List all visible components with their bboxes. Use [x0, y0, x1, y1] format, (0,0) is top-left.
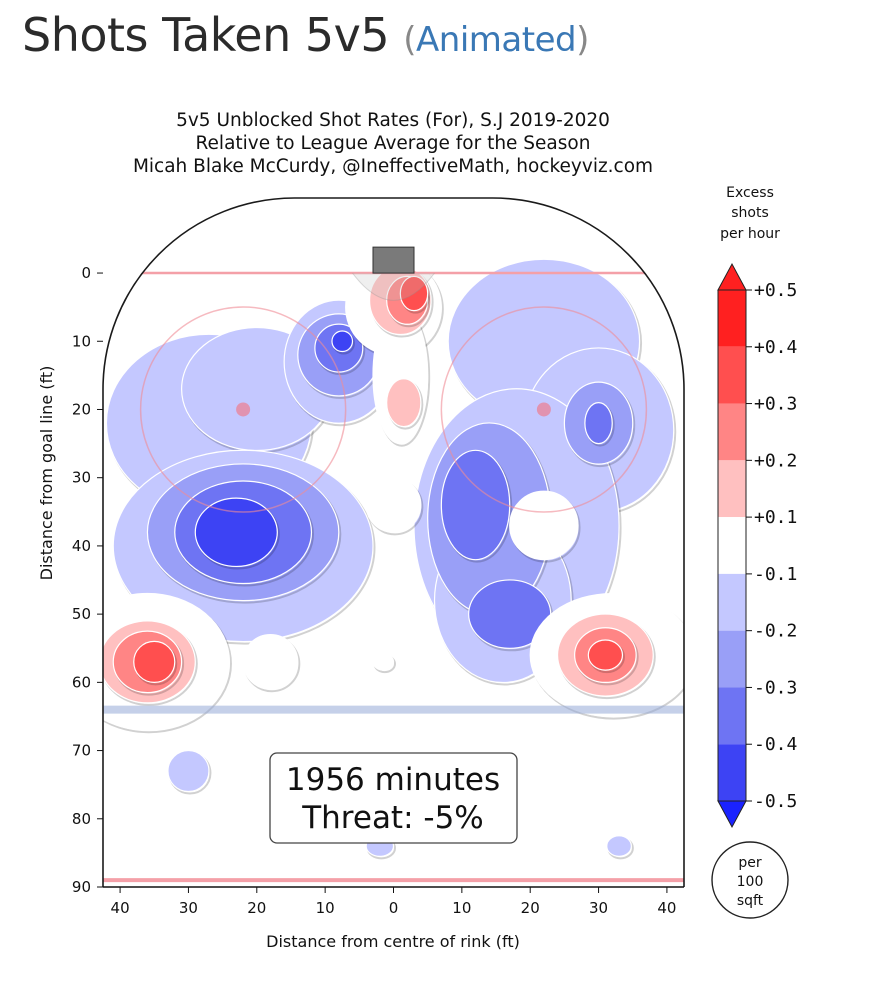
colorbar-tick-label-6: -0.2: [754, 621, 797, 642]
y-tick-label-1: 10: [72, 332, 91, 350]
y-tick-label-6: 60: [72, 673, 91, 691]
x-tick-label-7: 30: [589, 899, 608, 917]
contour-30: [242, 633, 299, 690]
colorbar-label-line-3: per hour: [720, 226, 780, 242]
x-axis-label: Distance from centre of rink (ft): [266, 932, 520, 951]
scale-note-circle: [711, 841, 789, 919]
contour-31: [372, 653, 395, 671]
contour-39: [587, 639, 624, 671]
scale-note-line-2: 100: [737, 874, 764, 890]
page-heading: Shots Taken 5v5: [22, 8, 390, 62]
colorbar-tick-label-9: -0.5: [754, 791, 797, 812]
y-tick-label-5: 50: [72, 605, 91, 623]
goal-crease: [352, 272, 435, 301]
colorbar-tick-label-2: +0.3: [754, 394, 797, 415]
contour-27: [399, 275, 429, 312]
colorbar-segment-5: [718, 573, 746, 631]
colorbar-label: Excess shots per hour: [720, 185, 780, 242]
x-tick-label-8: 40: [657, 899, 676, 917]
y-tick-label-0: 0: [81, 264, 91, 282]
x-tick-label-1: 30: [179, 899, 198, 917]
x-tick-label-3: 10: [316, 899, 335, 917]
y-tick-label-2: 20: [72, 400, 91, 418]
axes: 40 30 20 10 0 10 20 30 40 0 10 20 30 40 50 60 70 80 90: [72, 264, 684, 917]
goal-net: [372, 246, 415, 274]
y-tick-label-9: 90: [72, 878, 91, 896]
faceoff-dot-0: [236, 402, 251, 417]
colorbar-segment-4: [718, 517, 746, 574]
colorbar-segment-8: [718, 744, 746, 801]
colorbar-tick-label-5: -0.1: [754, 564, 797, 585]
faceoff-circle-1: [440, 306, 648, 513]
colorbar-label-line-1: Excess: [726, 185, 774, 201]
contour-19: [167, 749, 210, 793]
colorbar-segment-7: [718, 687, 746, 745]
scale-note-line-1: per: [738, 855, 762, 871]
minutes-label: 1956 minutes: [286, 762, 500, 798]
colorbar-tick-label-4: +0.1: [754, 507, 797, 528]
faceoff-circle-0: [139, 306, 347, 513]
x-tick-label-0: 40: [111, 899, 130, 917]
scale-note-line-3: sqft: [737, 893, 764, 909]
chart-title-line-3: Micah Blake McCurdy, @IneffectiveMath, h…: [133, 156, 653, 177]
contour-38: [133, 640, 176, 683]
contour-28: [365, 477, 422, 533]
colorbar-label-line-2: shots: [731, 205, 769, 221]
x-tick-label-4: 0: [389, 899, 399, 917]
threat-label: Threat: -5%: [301, 800, 484, 836]
contour-25: [386, 378, 422, 428]
link-close-paren: ): [576, 20, 589, 60]
contour-8: [194, 497, 278, 568]
colorbar-bottom-extend: [717, 800, 747, 829]
faceoff-dot-1: [536, 402, 551, 417]
blue-line: [103, 705, 684, 714]
colorbar-tick-label-8: -0.4: [754, 734, 797, 755]
contour-29: [509, 490, 579, 561]
animated-link[interactable]: Animated: [416, 20, 577, 60]
y-tick-label-4: 40: [72, 537, 91, 555]
colorbar-segment-6: [718, 630, 746, 688]
colorbar-tick-label-1: +0.4: [754, 337, 797, 358]
rink-boards: [102, 197, 685, 887]
colorbar-segment-3: [718, 460, 746, 518]
colorbar: +0.5 +0.4 +0.3 +0.2 +0.1 -0.1 -0.2 -0.3 -0.4 -0.5: [717, 262, 797, 829]
contour-21: [606, 835, 632, 857]
contour-9: [331, 330, 354, 353]
scale-note: per 100 sqft: [711, 841, 789, 919]
y-tick-label-3: 30: [72, 469, 91, 487]
colorbar-frame: [717, 289, 747, 802]
x-tick-label-6: 20: [521, 899, 540, 917]
chart-title: 5v5 Unblocked Shot Rates (For), S.J 2019…: [133, 110, 653, 177]
colorbar-segment-2: [718, 403, 746, 461]
colorbar-tick-label-7: -0.3: [754, 677, 797, 698]
chart-title-line-2: Relative to League Average for the Seaso…: [196, 133, 591, 154]
y-axis-label: Distance from goal line (ft): [37, 366, 56, 581]
contour-17: [440, 449, 511, 561]
colorbar-tick-label-3: +0.2: [754, 450, 797, 471]
annotation-frame: [269, 752, 518, 844]
colorbar-top-extend: [717, 262, 747, 291]
colorbar-segment-1: [718, 346, 746, 404]
x-tick-label-2: 20: [247, 899, 266, 917]
chart-title-line-1: 5v5 Unblocked Shot Rates (For), S.J 2019…: [176, 110, 610, 131]
annotation-box: 1956 minutes Threat: -5%: [269, 752, 518, 844]
x-tick-label-5: 10: [452, 899, 471, 917]
colorbar-tick-label-0: +0.5: [754, 280, 797, 301]
page-title: Shots Taken 5v5 (Animated): [22, 8, 589, 62]
heatmap-contours: [103, 258, 684, 860]
contour-18: [584, 402, 613, 445]
link-open-paren: (: [403, 20, 417, 60]
colorbar-segment-0: [718, 290, 746, 347]
y-tick-label-7: 70: [72, 742, 91, 760]
y-tick-label-8: 80: [72, 810, 91, 828]
